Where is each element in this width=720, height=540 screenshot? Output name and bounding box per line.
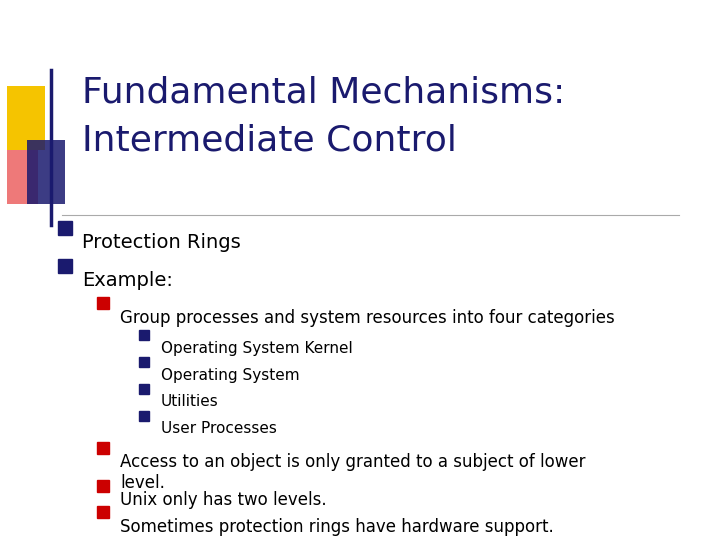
Text: Fundamental Mechanisms:: Fundamental Mechanisms: xyxy=(82,75,565,109)
Text: Sometimes protection rings have hardware support.: Sometimes protection rings have hardware… xyxy=(120,518,554,536)
FancyBboxPatch shape xyxy=(27,139,65,204)
Text: Operating System Kernel: Operating System Kernel xyxy=(161,341,353,356)
Text: Operating System: Operating System xyxy=(161,368,300,382)
FancyBboxPatch shape xyxy=(7,150,37,204)
Text: Access to an object is only granted to a subject of lower
level.: Access to an object is only granted to a… xyxy=(120,454,585,492)
FancyBboxPatch shape xyxy=(7,86,45,150)
Text: Intermediate Control: Intermediate Control xyxy=(82,124,457,157)
Text: Utilities: Utilities xyxy=(161,394,219,409)
Text: Group processes and system resources into four categories: Group processes and system resources int… xyxy=(120,308,615,327)
Text: Protection Rings: Protection Rings xyxy=(82,233,241,252)
Text: Example:: Example: xyxy=(82,271,173,290)
Text: User Processes: User Processes xyxy=(161,421,277,436)
Text: Unix only has two levels.: Unix only has two levels. xyxy=(120,491,327,509)
